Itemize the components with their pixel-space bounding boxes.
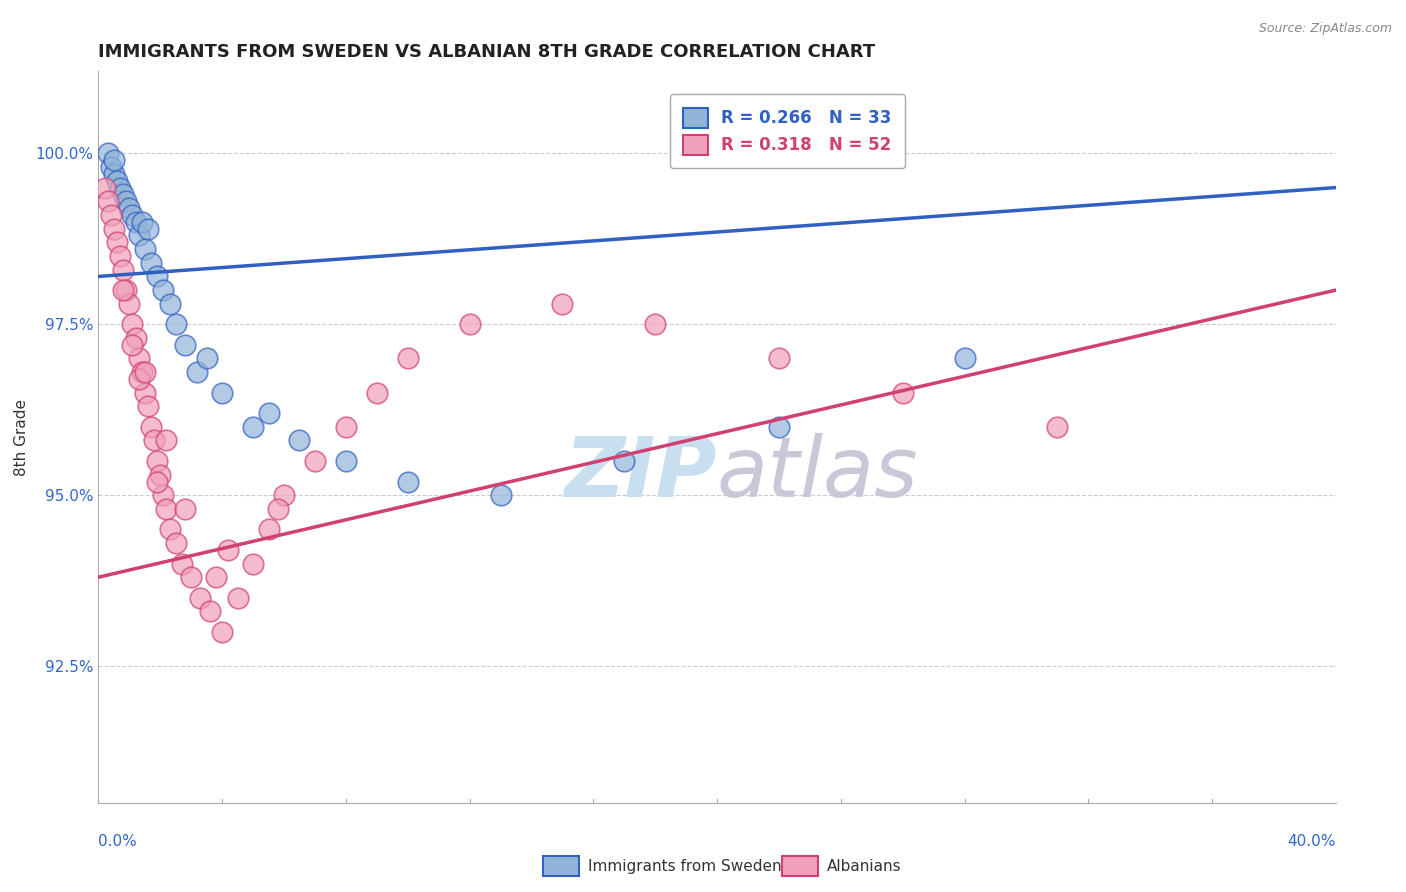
Point xyxy=(174,501,197,516)
Point xyxy=(136,221,159,235)
Point xyxy=(198,604,221,618)
Point xyxy=(190,591,212,605)
Point xyxy=(112,187,135,202)
Point xyxy=(134,242,156,256)
Point xyxy=(170,557,193,571)
Point xyxy=(121,338,143,352)
Point xyxy=(165,536,187,550)
Point xyxy=(100,208,122,222)
Point xyxy=(180,570,202,584)
Point xyxy=(115,194,138,209)
Point xyxy=(121,208,143,222)
Point xyxy=(613,454,636,468)
Point xyxy=(131,215,153,229)
Point xyxy=(105,235,128,250)
Text: ZIP: ZIP xyxy=(564,434,717,514)
Point xyxy=(257,406,280,420)
Point xyxy=(112,262,135,277)
Text: 40.0%: 40.0% xyxy=(1288,834,1336,849)
Point xyxy=(97,146,120,161)
Legend: R = 0.266   N = 33, R = 0.318   N = 52: R = 0.266 N = 33, R = 0.318 N = 52 xyxy=(669,95,905,169)
Point xyxy=(257,522,280,536)
Text: atlas: atlas xyxy=(717,434,918,514)
Point xyxy=(146,454,169,468)
Point xyxy=(146,269,169,284)
Point xyxy=(242,557,264,571)
Point xyxy=(93,180,115,194)
Point xyxy=(186,365,208,379)
Point xyxy=(195,351,218,366)
Point xyxy=(159,297,181,311)
Point xyxy=(115,283,138,297)
Point xyxy=(149,467,172,482)
Point xyxy=(211,385,233,400)
Point xyxy=(105,174,128,188)
Point xyxy=(396,351,419,366)
Point xyxy=(143,434,166,448)
Point xyxy=(335,454,357,468)
Point xyxy=(242,420,264,434)
Point xyxy=(112,283,135,297)
Point xyxy=(304,454,326,468)
Point xyxy=(108,249,131,263)
Bar xyxy=(543,856,579,876)
Point xyxy=(134,385,156,400)
Point xyxy=(155,501,177,516)
Point xyxy=(152,488,174,502)
Point xyxy=(121,318,143,332)
Point xyxy=(128,351,150,366)
Point xyxy=(124,331,146,345)
Bar xyxy=(782,856,818,876)
Point xyxy=(103,167,125,181)
Point xyxy=(108,180,131,194)
Point xyxy=(953,351,976,366)
Point xyxy=(211,624,233,639)
Point xyxy=(103,221,125,235)
Text: Immigrants from Sweden: Immigrants from Sweden xyxy=(588,859,782,873)
Point xyxy=(174,338,197,352)
Point xyxy=(139,256,162,270)
Point xyxy=(152,283,174,297)
Text: 0.0%: 0.0% xyxy=(98,834,138,849)
Point xyxy=(155,434,177,448)
Point xyxy=(217,542,239,557)
Point xyxy=(118,201,141,215)
Text: IMMIGRANTS FROM SWEDEN VS ALBANIAN 8TH GRADE CORRELATION CHART: IMMIGRANTS FROM SWEDEN VS ALBANIAN 8TH G… xyxy=(98,44,876,62)
Point xyxy=(124,215,146,229)
Point xyxy=(891,385,914,400)
Point xyxy=(103,153,125,168)
Point xyxy=(100,160,122,174)
Point xyxy=(134,365,156,379)
Point xyxy=(128,228,150,243)
Point xyxy=(118,297,141,311)
Point xyxy=(159,522,181,536)
Point xyxy=(267,501,290,516)
Point xyxy=(288,434,311,448)
Point xyxy=(1046,420,1069,434)
Point xyxy=(226,591,249,605)
Point xyxy=(146,475,169,489)
Point xyxy=(139,420,162,434)
Y-axis label: 8th Grade: 8th Grade xyxy=(14,399,28,475)
Point xyxy=(768,351,790,366)
Point xyxy=(128,372,150,386)
Point xyxy=(131,365,153,379)
Text: Source: ZipAtlas.com: Source: ZipAtlas.com xyxy=(1258,22,1392,36)
Point xyxy=(366,385,388,400)
Point xyxy=(644,318,666,332)
Point xyxy=(489,488,512,502)
Point xyxy=(165,318,187,332)
Point xyxy=(205,570,228,584)
Point xyxy=(551,297,574,311)
Text: Albanians: Albanians xyxy=(827,859,901,873)
Point xyxy=(396,475,419,489)
Point xyxy=(768,420,790,434)
Point xyxy=(273,488,295,502)
Point xyxy=(136,400,159,414)
Point xyxy=(458,318,481,332)
Point xyxy=(335,420,357,434)
Point xyxy=(97,194,120,209)
